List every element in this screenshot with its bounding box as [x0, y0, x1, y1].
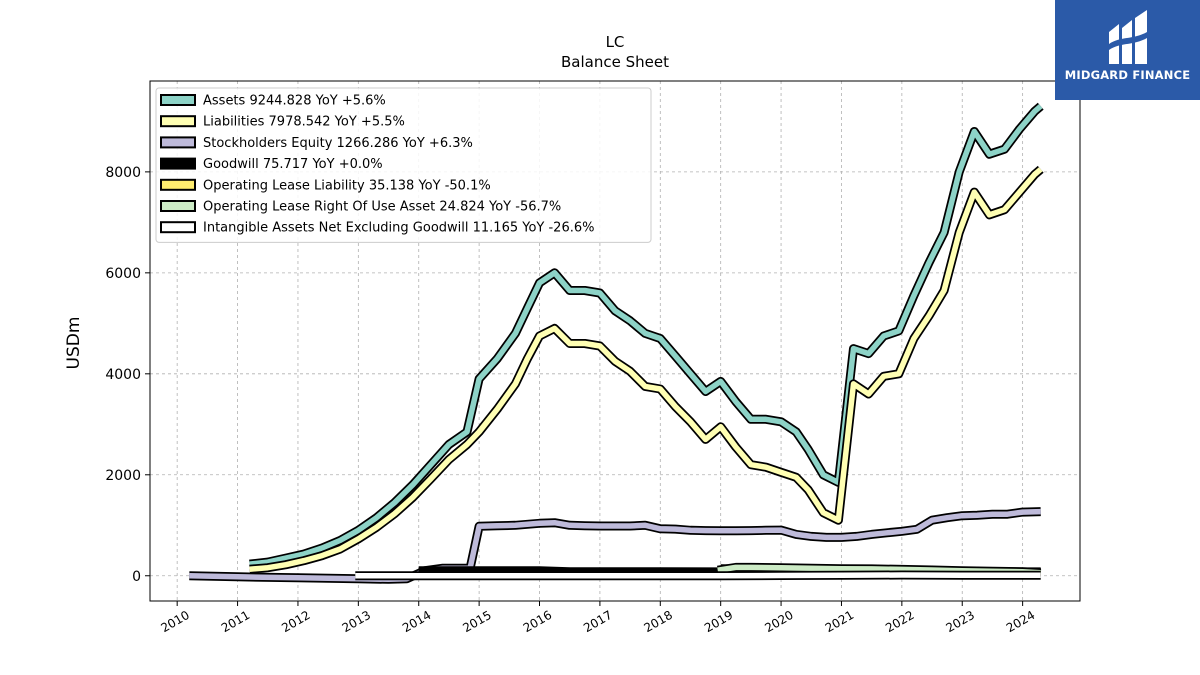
plot-frame — [149, 80, 1081, 602]
y-tick-label: 8000 — [105, 165, 141, 181]
legend-swatch — [160, 94, 196, 106]
y-axis-label: USDm — [64, 317, 84, 370]
midgard-logo-icon — [1109, 10, 1147, 64]
series-line — [249, 167, 1043, 572]
legend-entry: Liabilities 7978.542 YoY +5.5% — [203, 115, 405, 130]
chart-title: LC — [606, 33, 625, 51]
series-liabilities — [249, 165, 1044, 574]
y-tick-label: 0 — [132, 569, 141, 585]
legend-swatch — [160, 178, 196, 191]
series-intangible-assets-net-excluding-goodwill — [355, 570, 1041, 581]
legend-entry: Goodwill 75.717 YoY +0.0% — [203, 157, 383, 172]
legend-swatch — [160, 200, 196, 212]
legend-swatch — [160, 115, 196, 128]
legend-entry: Operating Lease Right Of Use Asset 24.82… — [203, 200, 561, 215]
midgard-finance-logo: MIDGARD FINANCE — [1055, 0, 1200, 100]
series-assets — [249, 102, 1044, 569]
legend: Assets 9244.828 YoY +5.6% Liabilities 797… — [155, 87, 652, 243]
legend-swatch — [160, 221, 196, 234]
chart-subtitle: Balance Sheet — [561, 53, 669, 71]
series-lines — [189, 102, 1044, 584]
legend-swatch — [160, 136, 196, 149]
series-line — [355, 572, 1041, 579]
legend-entry: Intangible Assets Net Excluding Goodwill… — [203, 221, 594, 236]
legend-box — [155, 87, 652, 243]
logo-text: MIDGARD FINANCE — [1064, 68, 1191, 82]
legend-swatch — [160, 157, 196, 170]
legend-entry: Assets 9244.828 YoY +5.6% — [203, 94, 386, 109]
y-tick-label: 4000 — [105, 367, 141, 383]
legend-entry: Stockholders Equity 1266.286 YoY +6.3% — [203, 136, 473, 151]
legend-entry: Operating Lease Liability 35.138 YoY -50… — [203, 178, 491, 193]
y-tick-label: 2000 — [105, 468, 141, 484]
y-tick-label: 6000 — [105, 266, 141, 282]
series-line — [249, 104, 1043, 567]
